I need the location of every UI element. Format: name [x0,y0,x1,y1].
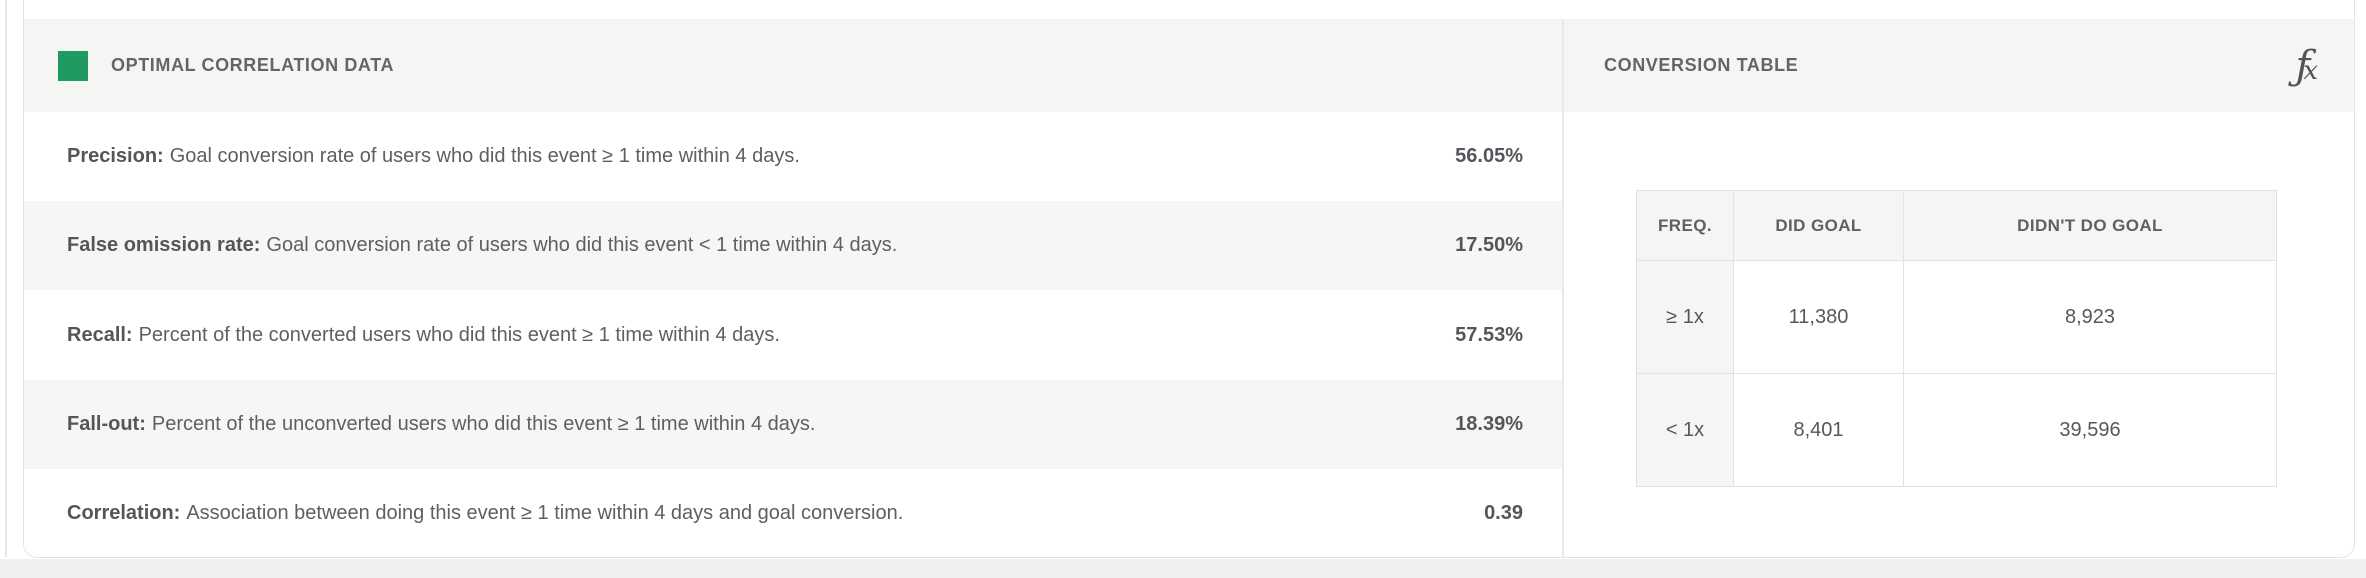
stat-row-precision: Precision: Goal conversion rate of users … [24,112,1562,202]
table-row: ≥ 1x 11,380 8,923 [1636,260,2277,374]
did-goal-cell: 11,380 [1733,260,1904,374]
card-content: OPTIMAL CORRELATION DATA Precision: Goal … [24,19,2354,557]
stat-text: False omission rate: Goal conversion rate… [67,234,897,257]
stat-rows: Precision: Goal conversion rate of users … [24,112,1562,557]
stat-value: 56.05% [1455,145,1523,168]
correlation-card: OPTIMAL CORRELATION DATA Precision: Goal … [23,0,2355,558]
column-header-did-goal: DID GOAL [1733,190,1904,261]
page-background [0,559,2366,578]
stat-text: Correlation: Association between doing th… [67,502,903,525]
stat-description: Goal conversion rate of users who did th… [169,145,800,168]
stat-label: Recall: [67,323,133,346]
column-header-didnt-do-goal: DIDN'T DO GOAL [1903,190,2277,261]
stat-text: Recall: Percent of the converted users wh… [67,324,780,347]
optimal-correlation-panel: OPTIMAL CORRELATION DATA Precision: Goal … [24,19,1562,557]
adjacent-card-edge [5,0,7,557]
panel-title: OPTIMAL CORRELATION DATA [111,55,395,75]
stat-text: Precision: Goal conversion rate of users … [67,145,800,168]
stat-label: Correlation: [67,501,181,524]
stat-description: Association between doing this event ≥ 1… [186,501,904,524]
table-header-row: FREQ. DID GOAL DIDN'T DO GOAL [1636,190,2277,261]
didnt-do-goal-cell: 8,923 [1903,260,2277,374]
optimal-correlation-header: OPTIMAL CORRELATION DATA [24,19,1562,112]
stat-description: Percent of the unconverted users who did… [151,412,816,435]
stat-value: 0.39 [1484,501,1523,524]
stat-label: False omission rate: [67,234,261,257]
stat-row-false-omission-rate: False omission rate: Goal conversion rate… [24,201,1562,291]
stat-description: Percent of the converted users who did t… [138,323,780,346]
freq-cell: ≥ 1x [1636,260,1734,374]
didnt-do-goal-cell: 39,596 [1903,373,2277,487]
did-goal-cell: 8,401 [1733,373,1904,487]
conversion-table: FREQ. DID GOAL DIDN'T DO GOAL ≥ 1x 11,38… [1636,190,2277,487]
stat-label: Precision: [67,145,164,168]
stat-text: Fall-out: Percent of the unconverted user… [67,413,815,436]
stat-label: Fall-out: [67,412,146,435]
panel-divider [1562,19,1564,557]
stat-value: 18.39% [1455,412,1523,435]
stat-value: 57.53% [1455,323,1523,346]
panel-title: CONVERSION TABLE [1604,55,1799,75]
card-top-spacer [24,0,2354,19]
table-row: < 1x 8,401 39,596 [1636,373,2277,487]
stat-row-correlation: Correlation: Association between doing th… [24,468,1562,557]
stat-value: 17.50% [1455,234,1523,257]
event-legend-swatch-icon [58,50,88,81]
freq-cell: < 1x [1636,373,1734,487]
column-header-freq: FREQ. [1636,190,1734,261]
conversion-table-body: FREQ. DID GOAL DIDN'T DO GOAL ≥ 1x 11,38… [1564,112,2354,557]
stat-description: Goal conversion rate of users who did th… [266,234,898,257]
stat-row-fall-out: Fall-out: Percent of the unconverted user… [24,379,1562,469]
stat-row-recall: Recall: Percent of the converted users wh… [24,290,1562,380]
